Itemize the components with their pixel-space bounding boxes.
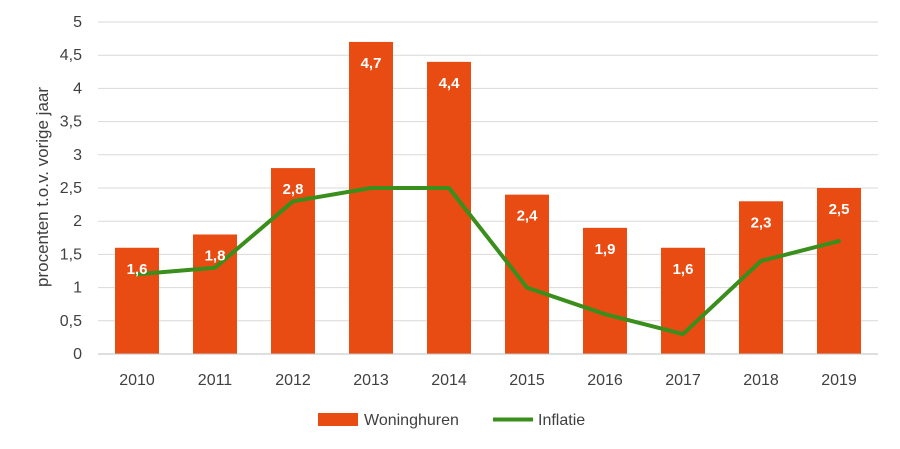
x-tick-label: 2017 bbox=[665, 372, 701, 389]
y-tick-label: 3 bbox=[73, 147, 82, 164]
y-axis-title: procenten t.o.v. vorige jaar bbox=[33, 87, 52, 287]
bar bbox=[739, 201, 783, 354]
legend-label-inflatie: Inflatie bbox=[538, 412, 585, 429]
legend-swatch-woninghuren bbox=[318, 413, 358, 426]
x-tick-label: 2013 bbox=[353, 372, 389, 389]
x-axis-tick-labels: 2010 2011 2012 2013 2014 2015 2016 2017 2018 2019 bbox=[119, 372, 857, 389]
line-series-inflatie bbox=[135, 186, 841, 337]
x-tick-label: 2016 bbox=[587, 372, 623, 389]
bar bbox=[505, 194, 549, 354]
y-tick-label: 0 bbox=[73, 346, 82, 363]
bar bbox=[115, 247, 159, 354]
y-tick-label: 4 bbox=[73, 80, 82, 97]
y-tick-label: 3,5 bbox=[60, 114, 82, 131]
bar-value-label: 2,8 bbox=[283, 181, 304, 198]
bar bbox=[583, 227, 627, 354]
legend-label-woninghuren: Woninghuren bbox=[364, 412, 459, 429]
bar-value-label: 2,4 bbox=[517, 208, 539, 225]
y-axis-tick-labels: 0 0,5 1 1,5 2 2,5 3 3,5 4 4,5 5 bbox=[60, 14, 82, 363]
bar bbox=[661, 247, 705, 354]
x-tick-label: 2019 bbox=[821, 372, 857, 389]
x-tick-label: 2018 bbox=[743, 372, 779, 389]
x-tick-label: 2014 bbox=[431, 372, 467, 389]
bar bbox=[349, 41, 393, 355]
bar-value-label: 1,9 bbox=[595, 241, 616, 258]
x-tick-label: 2010 bbox=[119, 372, 155, 389]
y-tick-label: 1 bbox=[73, 280, 82, 297]
y-tick-label: 5 bbox=[73, 14, 82, 31]
bar-value-label: 4,4 bbox=[439, 75, 461, 92]
y-tick-label: 0,5 bbox=[60, 313, 82, 330]
y-tick-label: 4,5 bbox=[60, 47, 82, 64]
legend: Woninghuren Inflatie bbox=[318, 412, 585, 429]
inflatie-line bbox=[135, 186, 841, 337]
bar-value-label: 2,5 bbox=[829, 201, 850, 218]
bar-data-labels: 1,6 1,8 2,8 4,7 4,4 2,4 1,9 1,6 2,3 2,5 bbox=[127, 55, 850, 278]
x-tick-label: 2015 bbox=[509, 372, 545, 389]
y-tick-label: 1,5 bbox=[60, 246, 82, 263]
bar-value-label: 1,6 bbox=[673, 261, 694, 278]
bar-value-label: 2,3 bbox=[751, 214, 772, 231]
bar bbox=[817, 188, 861, 354]
x-tick-label: 2011 bbox=[198, 372, 233, 389]
y-tick-label: 2,5 bbox=[60, 180, 82, 197]
bar-value-label: 1,8 bbox=[205, 247, 226, 264]
y-tick-label: 2 bbox=[73, 213, 82, 230]
x-tick-label: 2012 bbox=[275, 372, 311, 389]
bar-value-label: 4,7 bbox=[361, 55, 382, 72]
bar-value-label: 1,6 bbox=[127, 261, 148, 278]
